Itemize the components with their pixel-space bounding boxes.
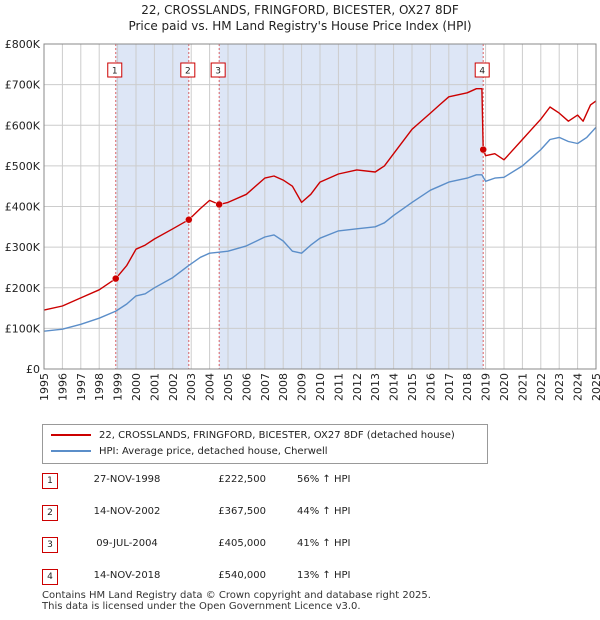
transaction-hpi-change: 13% ↑ HPI: [297, 570, 351, 581]
x-tick-label: 2016: [424, 373, 437, 401]
plot-frame: [43, 43, 597, 370]
transaction-point: [479, 145, 487, 154]
x-tick-label: 2021: [516, 373, 529, 401]
chart-title: 22, CROSSLANDS, FRINGFORD, BICESTER, OX2…: [141, 3, 459, 17]
transaction-price: £367,500: [218, 506, 266, 517]
x-tick-label: 2020: [498, 373, 511, 401]
transaction-date: 09-JUL-2004: [96, 538, 158, 549]
x-tick-label: 2009: [296, 373, 309, 401]
x-tick-label: 2008: [277, 373, 290, 401]
x-tick-label: 2004: [204, 373, 217, 401]
x-tick-label: 2023: [553, 373, 566, 401]
transaction-number-badge: 3: [42, 537, 58, 553]
y-tick-label: £800K: [5, 38, 41, 51]
x-tick-label: 2025: [590, 373, 600, 401]
transaction-price: £540,000: [218, 570, 266, 581]
chart-subtitle: Price paid vs. HM Land Registry's House …: [128, 19, 472, 33]
y-tick-label: £400K: [5, 201, 41, 214]
transaction-point: [112, 274, 120, 283]
x-tick-label: 2000: [130, 373, 143, 401]
x-tick-label: 2019: [480, 373, 493, 401]
y-tick-label: £500K: [5, 160, 41, 173]
x-tick-label: 2006: [240, 373, 253, 401]
transaction-number-badge: 4: [42, 569, 58, 585]
transaction-point: [185, 215, 193, 224]
x-tick-label: 2018: [461, 373, 474, 401]
transaction-number-badge: 2: [42, 505, 58, 521]
transaction-date: 14-NOV-2018: [93, 570, 161, 581]
x-tick-label: 2005: [222, 373, 235, 401]
table-row: 4 14-NOV-2018 £540,000 13% ↑ HPI: [42, 568, 442, 586]
legend-item-property: 22, CROSSLANDS, FRINGFORD, BICESTER, OX2…: [51, 430, 455, 442]
legend-item-hpi: HPI: Average price, detached house, Cher…: [51, 446, 328, 458]
chart-legend: 22, CROSSLANDS, FRINGFORD, BICESTER, OX2…: [42, 424, 488, 464]
x-tick-label: 2014: [388, 373, 401, 401]
transaction-hpi-change: 41% ↑ HPI: [297, 538, 351, 549]
transaction-number-label: 4: [479, 67, 485, 77]
x-tick-label: 1999: [112, 373, 125, 401]
transaction-number-box: [474, 62, 490, 78]
x-tick-label: 1997: [75, 373, 88, 401]
legend-swatch-hpi: [51, 450, 91, 452]
x-tick-label: 1998: [93, 373, 106, 401]
transaction-number-box: [210, 62, 226, 78]
x-tick-label: 2001: [148, 373, 161, 401]
property-price-line: [43, 87, 597, 311]
y-tick-label: £300K: [5, 241, 41, 254]
y-tick-label: £600K: [5, 119, 41, 132]
x-tick-label: 2012: [351, 373, 364, 401]
transaction-date: 27-NOV-1998: [93, 474, 161, 485]
table-row: 3 09-JUL-2004 £405,000 41% ↑ HPI: [42, 536, 442, 554]
x-tick-label: 2002: [167, 373, 180, 401]
x-tick-label: 2007: [259, 373, 272, 401]
footer-attribution: Contains HM Land Registry data © Crown c…: [42, 590, 431, 612]
x-tick-label: 2013: [369, 373, 382, 401]
transaction-point: [215, 200, 223, 209]
legend-label-property: 22, CROSSLANDS, FRINGFORD, BICESTER, OX2…: [99, 430, 455, 441]
transaction-number-badge: 1: [42, 473, 58, 489]
y-tick-label: £100K: [5, 322, 41, 335]
legend-swatch-property: [51, 434, 91, 436]
x-tick-label: 2011: [332, 373, 345, 401]
transaction-hpi-change: 44% ↑ HPI: [297, 506, 351, 517]
y-tick-label: £700K: [5, 79, 41, 92]
transaction-number-box: [107, 62, 123, 78]
table-row: 2 14-NOV-2002 £367,500 44% ↑ HPI: [42, 504, 442, 522]
y-tick-label: £0: [26, 363, 40, 376]
x-tick-label: 2022: [535, 373, 548, 401]
transaction-number-box: [180, 62, 196, 78]
footer-license: This data is licensed under the Open Gov…: [42, 601, 361, 612]
x-tick-label: 2015: [406, 373, 419, 401]
y-tick-label: £200K: [5, 282, 41, 295]
transaction-price: £222,500: [218, 474, 266, 485]
transaction-number-label: 1: [112, 67, 118, 77]
x-tick-label: 1996: [56, 373, 69, 401]
x-tick-label: 2017: [443, 373, 456, 401]
footer-copyright: Contains HM Land Registry data © Crown c…: [42, 590, 431, 601]
legend-label-hpi: HPI: Average price, detached house, Cher…: [99, 446, 328, 457]
x-tick-label: 2024: [572, 373, 585, 401]
transaction-number-label: 3: [215, 67, 221, 77]
price-chart: £0 £100K £200K £300K £400K £500K £600K £700K £80…: [5, 38, 600, 401]
transaction-price: £405,000: [218, 538, 266, 549]
transaction-hpi-change: 56% ↑ HPI: [297, 474, 351, 485]
x-tick-label: 2003: [185, 373, 198, 401]
transaction-number-label: 2: [185, 67, 191, 77]
transaction-date: 14-NOV-2002: [93, 506, 161, 517]
x-tick-label: 1995: [38, 373, 51, 401]
table-row: 1 27-NOV-1998 £222,500 56% ↑ HPI: [42, 472, 442, 490]
hpi-price-line: [43, 126, 597, 332]
x-tick-label: 2010: [314, 373, 327, 401]
